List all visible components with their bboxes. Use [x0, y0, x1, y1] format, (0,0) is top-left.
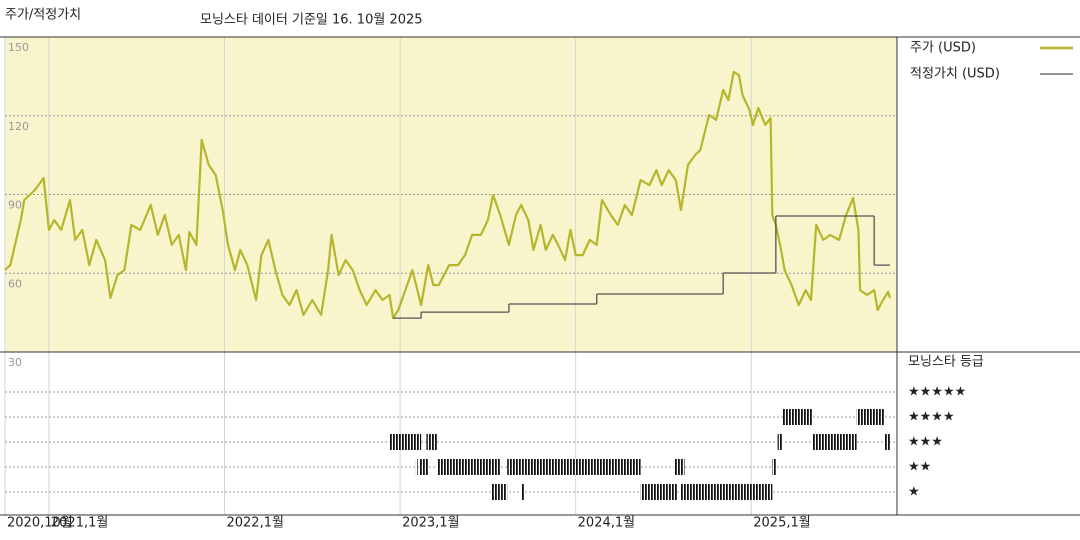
rating-period [856, 409, 885, 425]
rating-label: ★★★★ [908, 410, 955, 425]
price-line [4, 70, 892, 320]
rating-period [640, 484, 678, 500]
y-tick-label: 120 [8, 120, 29, 133]
x-tick-label: 2022,1월 [226, 516, 283, 531]
rating-period [884, 434, 890, 450]
rating-period [681, 484, 773, 500]
rating-period [812, 434, 857, 450]
rating-label: ★★★★★ [908, 385, 966, 400]
rating-period [389, 434, 422, 450]
rating-period [415, 459, 418, 475]
legend-label: 적정가치 (USD) [910, 67, 1000, 82]
rating-period [436, 459, 501, 475]
rating-period [507, 459, 641, 475]
rating-period [777, 434, 783, 450]
x-tick-label: 2024,1월 [578, 516, 635, 531]
y-tick-label: 90 [8, 199, 22, 212]
rating-period [521, 484, 525, 500]
y-tick-label: 60 [8, 277, 22, 290]
rating-period [674, 459, 685, 475]
x-tick-label: 2020,10월 [7, 516, 73, 531]
y-tick-label: 150 [8, 41, 29, 54]
header-subtitle: 모닝스타 데이터 기준일 16. 10월 2025 [200, 13, 423, 28]
y-tick-label: 30 [8, 356, 22, 369]
rating-period [772, 459, 776, 475]
ratings-title: 모닝스타 등급 [908, 355, 984, 370]
x-tick-label: 2023,1월 [402, 516, 459, 531]
rating-period [491, 484, 508, 500]
legend-label: 주가 (USD) [910, 41, 976, 56]
x-tick-label: 2021,1월 [51, 516, 108, 531]
rating-period [782, 409, 813, 425]
rating-label: ★★★ [908, 435, 943, 450]
x-tick-label: 2025,1월 [753, 516, 810, 531]
rating-label: ★★ [908, 460, 931, 475]
rating-label: ★ [908, 485, 920, 500]
rating-period [419, 459, 429, 475]
rating-period [426, 434, 437, 450]
header-title: 주가/적정가치 [5, 8, 81, 23]
